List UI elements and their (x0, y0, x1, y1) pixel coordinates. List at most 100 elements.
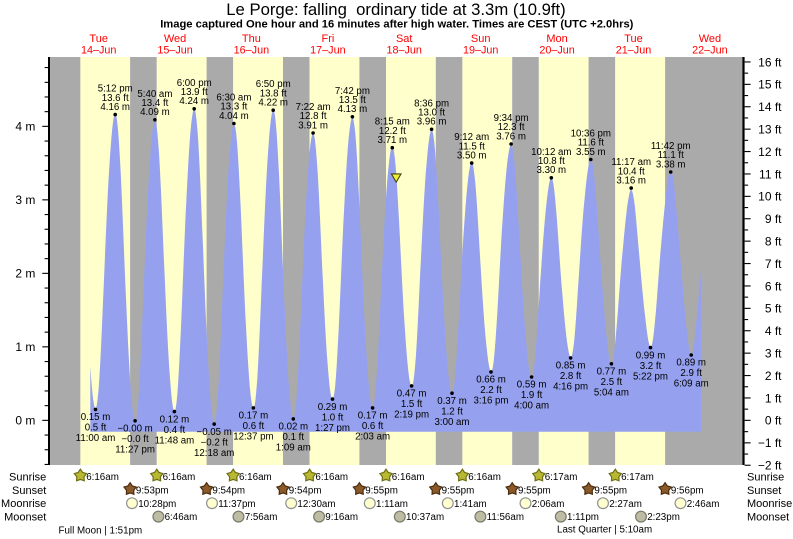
svg-text:11 ft: 11 ft (759, 167, 782, 181)
svg-text:Image captured One hour and 16: Image captured One hour and 16 minutes a… (160, 19, 633, 31)
svg-text:9:54pm: 9:54pm (212, 485, 245, 496)
svg-text:10.8 ft: 10.8 ft (538, 156, 565, 167)
svg-text:10:37am: 10:37am (406, 512, 444, 523)
svg-text:Moonrise: Moonrise (747, 498, 792, 510)
svg-text:11:17 am: 11:17 am (611, 157, 651, 168)
svg-text:9:16am: 9:16am (325, 512, 358, 523)
svg-text:0.99 m: 0.99 m (636, 350, 666, 361)
svg-text:6:50 pm: 6:50 pm (256, 79, 291, 90)
svg-text:2:46am: 2:46am (687, 499, 720, 510)
svg-text:6:16am: 6:16am (86, 472, 119, 483)
svg-text:−2 ft: −2 ft (758, 459, 782, 473)
svg-text:3.71 m: 3.71 m (377, 135, 407, 146)
svg-text:1 ft: 1 ft (765, 391, 782, 405)
svg-text:0.02 m: 0.02 m (278, 422, 308, 433)
svg-text:Tue: Tue (624, 33, 643, 45)
svg-text:9 ft: 9 ft (765, 212, 782, 226)
svg-text:14 ft: 14 ft (758, 100, 782, 114)
svg-text:0.29 m: 0.29 m (318, 402, 348, 413)
svg-text:3.38 m: 3.38 m (656, 159, 686, 170)
svg-text:7:42 pm: 7:42 pm (335, 86, 370, 97)
svg-text:Moonset: Moonset (747, 512, 789, 524)
svg-text:2:19 pm: 2:19 pm (394, 410, 429, 421)
svg-text:4.13 m: 4.13 m (338, 104, 368, 115)
svg-text:4.16 m: 4.16 m (100, 102, 130, 113)
svg-text:6:17am: 6:17am (545, 472, 578, 483)
svg-text:−0.2 ft: −0.2 ft (201, 437, 229, 448)
svg-text:6:17am: 6:17am (621, 472, 654, 483)
svg-text:6:16am: 6:16am (392, 472, 425, 483)
svg-text:6:30 am: 6:30 am (216, 93, 251, 104)
svg-text:9:12 am: 9:12 am (454, 132, 489, 143)
svg-text:Fri: Fri (321, 33, 334, 45)
svg-text:7:22 am: 7:22 am (296, 102, 331, 113)
svg-text:12:30am: 12:30am (297, 499, 335, 510)
svg-text:15 ft: 15 ft (758, 78, 782, 92)
svg-text:2.5 ft: 2.5 ft (601, 377, 623, 388)
svg-text:12 ft: 12 ft (758, 145, 782, 159)
svg-text:8:36 pm: 8:36 pm (414, 98, 449, 109)
svg-text:Sat: Sat (396, 33, 413, 45)
svg-text:11:56am: 11:56am (487, 512, 524, 523)
svg-text:1:27 pm: 1:27 pm (315, 423, 350, 434)
svg-text:Thu: Thu (242, 33, 261, 45)
svg-text:0.89 m: 0.89 m (676, 358, 706, 369)
svg-text:10:28pm: 10:28pm (138, 499, 176, 510)
svg-text:5:04 am: 5:04 am (594, 388, 629, 399)
svg-text:3.30 m: 3.30 m (536, 165, 566, 176)
svg-text:2.8 ft: 2.8 ft (560, 371, 582, 382)
svg-text:1:09 am: 1:09 am (276, 443, 311, 454)
svg-text:0.37 m: 0.37 m (437, 396, 467, 407)
svg-text:0.17 m: 0.17 m (239, 411, 269, 422)
svg-text:2:27am: 2:27am (609, 499, 642, 510)
svg-text:12.3 ft: 12.3 ft (498, 122, 525, 133)
svg-text:10:12 am: 10:12 am (531, 147, 571, 158)
svg-text:11:42 pm: 11:42 pm (651, 141, 691, 152)
svg-text:11.5 ft: 11.5 ft (459, 141, 486, 152)
svg-text:21–Jun: 21–Jun (616, 44, 651, 56)
svg-text:2:06am: 2:06am (532, 499, 565, 510)
svg-text:7 ft: 7 ft (765, 257, 782, 271)
svg-text:18–Jun: 18–Jun (386, 44, 421, 56)
svg-text:11.1 ft: 11.1 ft (658, 150, 685, 161)
svg-text:3:16 pm: 3:16 pm (473, 396, 508, 407)
svg-text:Wed: Wed (164, 33, 186, 45)
svg-text:0.4 ft: 0.4 ft (164, 425, 186, 436)
svg-text:6:16am: 6:16am (468, 472, 501, 483)
svg-text:3.96 m: 3.96 m (417, 117, 447, 128)
svg-text:16 ft: 16 ft (758, 55, 782, 69)
svg-text:9:55pm: 9:55pm (518, 485, 551, 496)
svg-text:13 ft: 13 ft (758, 123, 782, 137)
svg-text:Moonrise: Moonrise (1, 498, 46, 510)
svg-text:19–Jun: 19–Jun (463, 44, 498, 56)
svg-text:1.2 ft: 1.2 ft (441, 406, 463, 417)
svg-text:−0.00 m: −0.00 m (117, 424, 152, 435)
svg-text:Sunset: Sunset (747, 485, 781, 497)
svg-text:4.09 m: 4.09 m (140, 107, 170, 118)
svg-text:Le Porge: falling ordinary ti: Le Porge: falling ordinary tide at 3.3m … (226, 0, 566, 19)
svg-text:14–Jun: 14–Jun (81, 44, 116, 56)
svg-text:1:41am: 1:41am (454, 499, 487, 510)
svg-text:0.12 m: 0.12 m (160, 414, 190, 425)
svg-text:10 ft: 10 ft (758, 190, 782, 204)
svg-text:7:56am: 7:56am (245, 512, 278, 523)
svg-text:6:00 pm: 6:00 pm (177, 78, 212, 89)
svg-text:4.24 m: 4.24 m (179, 96, 209, 107)
svg-text:Last Quarter | 5:10am: Last Quarter | 5:10am (557, 525, 652, 536)
svg-text:13.4 ft: 13.4 ft (141, 98, 168, 109)
svg-text:0.47 m: 0.47 m (397, 389, 427, 400)
svg-text:22–Jun: 22–Jun (692, 44, 727, 56)
svg-text:9:55pm: 9:55pm (442, 485, 475, 496)
svg-text:−1 ft: −1 ft (758, 436, 782, 450)
svg-text:9:55pm: 9:55pm (365, 485, 398, 496)
svg-text:9:53pm: 9:53pm (136, 485, 169, 496)
svg-text:11:37pm: 11:37pm (218, 499, 255, 510)
svg-text:13.9 ft: 13.9 ft (181, 87, 208, 98)
svg-text:11:27 pm: 11:27 pm (115, 445, 155, 456)
svg-text:1:11pm: 1:11pm (567, 512, 599, 523)
svg-text:1:11am: 1:11am (376, 499, 408, 510)
svg-text:17–Jun: 17–Jun (310, 44, 345, 56)
svg-text:0 m: 0 m (15, 414, 35, 428)
svg-text:0.59 m: 0.59 m (517, 380, 547, 391)
svg-text:Moonset: Moonset (4, 512, 46, 524)
